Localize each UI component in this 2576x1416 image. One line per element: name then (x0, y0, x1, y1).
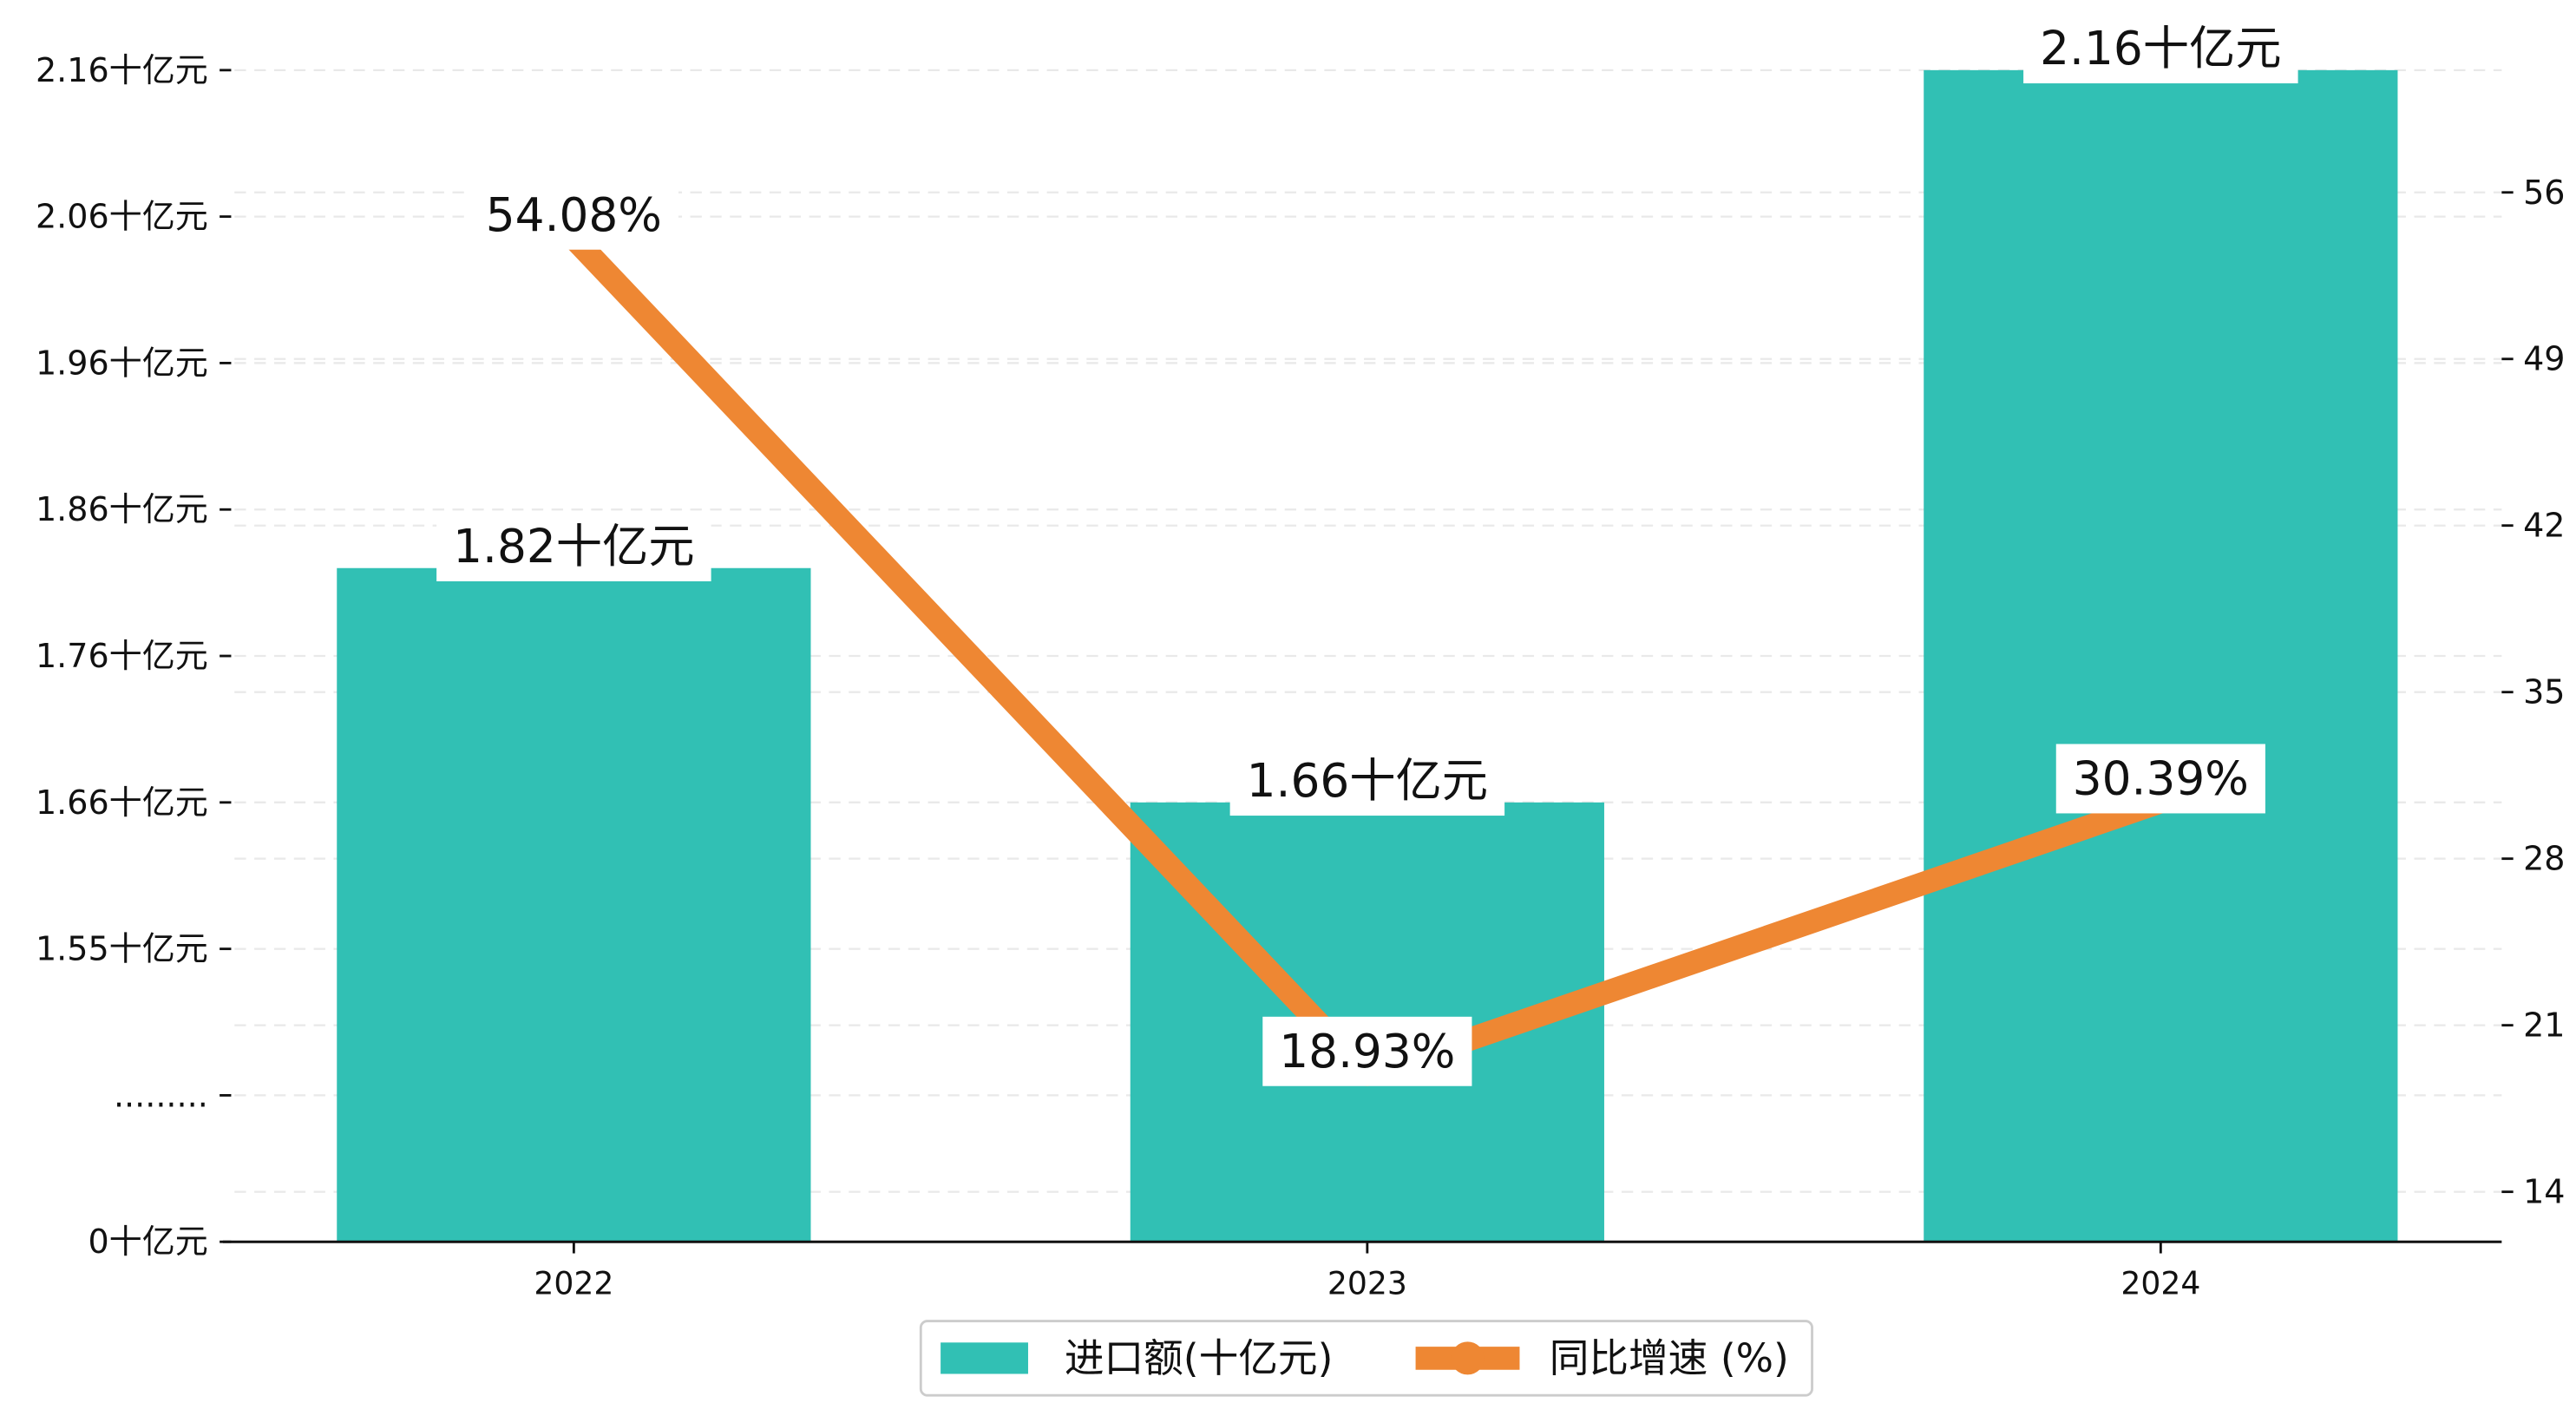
y-right-tick-label-0: 56 (2523, 174, 2565, 212)
y-left-tick-label-8: 0十亿元 (88, 1223, 207, 1261)
bar-value-label-2024: 2.16十亿元 (2023, 14, 2298, 84)
y-right-tick-label-4: 28 (2523, 840, 2565, 878)
y-right-tick-label-6: 14 (2523, 1173, 2565, 1211)
x-tick-label-2023: 2023 (1327, 1264, 1407, 1301)
bar-value-label-2024-text: 2.16十亿元 (2040, 22, 2281, 75)
data-labels: 1.82十亿元 1.66十亿元 2.16十亿元 54.08% 18.93% 30.39% (436, 14, 2298, 1086)
bar-value-label-2023-box (1229, 746, 1505, 816)
bar-value-label-2022-text: 1.82十亿元 (453, 520, 694, 574)
bar-2024 (1924, 69, 2398, 1242)
x-tick-label-2024: 2024 (2120, 1264, 2200, 1301)
legend-line-marker (1451, 1341, 1485, 1375)
y-left-tick-label-6: 1.55十亿元 (36, 930, 208, 968)
bar-value-label-2024-box (2023, 14, 2298, 84)
growth-value-label-2023-box (1262, 1016, 1472, 1086)
y-right-tick-label-3: 35 (2523, 673, 2565, 711)
growth-value-label-2022-box (469, 180, 678, 250)
x-tick-label-2022: 2022 (534, 1264, 613, 1301)
legend: 进口额(十亿元) 同比增速 (%) (919, 1320, 1813, 1397)
y-left-tick-label-3: 1.86十亿元 (36, 490, 208, 528)
growth-value-label-2023-text: 18.93% (1279, 1025, 1455, 1078)
growth-value-label-2024-box (2055, 744, 2265, 814)
bar-value-label-2022-box (436, 512, 711, 581)
legend-frame (919, 1320, 1813, 1397)
y-right-tick-label-2: 42 (2523, 507, 2565, 545)
y-left-tick-label-1: 2.06十亿元 (36, 198, 208, 236)
growth-value-label-2022-text: 54.08% (486, 188, 662, 242)
y-left-tick-label-7: ......... (114, 1076, 208, 1114)
y-left-tick-label-0: 2.16十亿元 (36, 51, 208, 89)
y-left-tick-label-4: 1.76十亿元 (36, 637, 208, 675)
legend-label-growth: 同比增速 (%) (1550, 1335, 1789, 1381)
growth-value-label-2024: 30.39% (2055, 744, 2265, 814)
bar-value-label-2022: 1.82十亿元 (436, 512, 711, 581)
growth-value-label-2024-text: 30.39% (2073, 751, 2249, 805)
bar-value-label-2023: 1.66十亿元 (1229, 746, 1505, 816)
legend-label-import: 进口额(十亿元) (1065, 1335, 1334, 1381)
y-left-tick-label-5: 1.66十亿元 (36, 783, 208, 822)
y-left-tick-label-2: 1.96十亿元 (36, 344, 208, 382)
growth-value-label-2023: 18.93% (1262, 1016, 1472, 1086)
y-right-tick-label-5: 21 (2523, 1006, 2565, 1045)
legend-bar-swatch (941, 1342, 1028, 1374)
bar-2022 (337, 567, 811, 1242)
axes: 2.16十亿元 2.06十亿元 1.96十亿元 1.86十亿元 1.76十亿元 1.66十… (36, 51, 2566, 1301)
bar-value-label-2023-text: 1.66十亿元 (1247, 754, 1488, 808)
growth-value-label-2022: 54.08% (469, 180, 678, 250)
bar-series (337, 69, 2398, 1242)
y-right-tick-label-1: 49 (2523, 340, 2565, 378)
